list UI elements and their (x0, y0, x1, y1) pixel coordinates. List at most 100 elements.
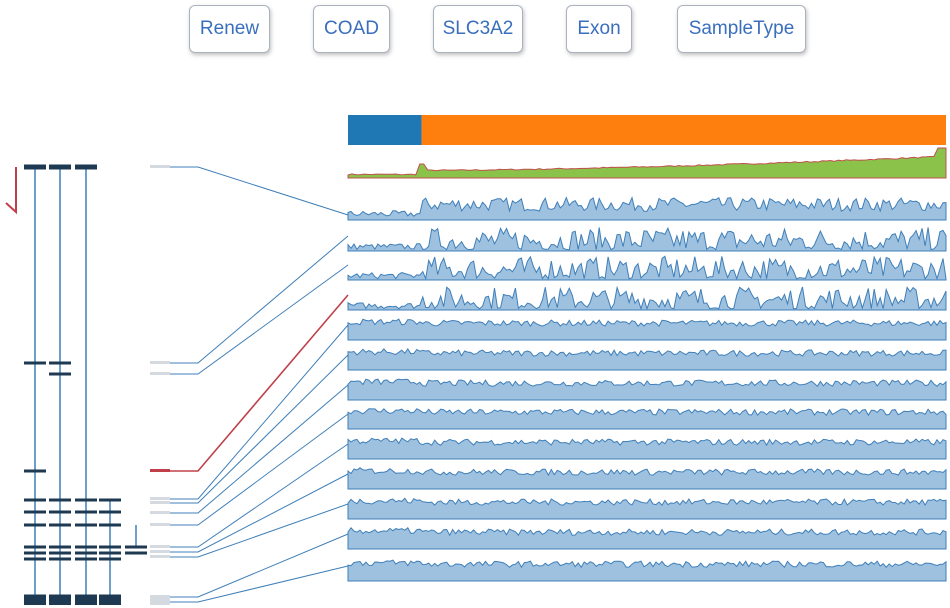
exon-track-area (347, 408, 947, 430)
exon-track-area (347, 467, 947, 490)
transcript-exon-block[interactable] (24, 594, 46, 598)
exon-marker-10 (150, 550, 170, 553)
total-expression-area-path (347, 147, 947, 179)
transcript-exon-block[interactable] (99, 545, 121, 549)
exon-expression-tracks[interactable] (347, 195, 947, 582)
transcript-exon-block[interactable] (24, 361, 46, 365)
transcript-exon-block[interactable] (75, 498, 97, 502)
transcript-exon-block[interactable] (75, 510, 97, 514)
transcript-exon-block[interactable] (99, 510, 121, 514)
cancer-type-button[interactable]: COAD (313, 5, 390, 53)
transcript-exon-block[interactable] (24, 597, 46, 605)
transcript-exon-block[interactable] (75, 597, 97, 605)
transcript-exon-block[interactable] (24, 498, 46, 502)
transcript-structures[interactable] (24, 164, 147, 606)
transcript-exon-block[interactable] (49, 551, 71, 555)
exon-track-10[interactable] (347, 467, 947, 490)
transcript-exon-block[interactable] (24, 510, 46, 514)
exon-track-9[interactable] (347, 437, 947, 460)
transcript-exon-block[interactable] (99, 523, 121, 527)
transcript-exon-block[interactable] (75, 557, 97, 561)
transcript-exon-block[interactable] (49, 361, 71, 365)
exon-track-3[interactable] (347, 255, 947, 281)
exon-marker-8 (150, 523, 170, 526)
transcript-exon-block[interactable] (49, 510, 71, 514)
exon-track-12[interactable] (347, 527, 947, 550)
transcript-4[interactable] (99, 498, 121, 606)
exon-track-area (347, 378, 947, 401)
strand-arrow-icon (5, 167, 17, 215)
exon-connector-9 (170, 443, 349, 548)
exon-track-area (347, 347, 947, 371)
transcript-exon-block[interactable] (49, 594, 71, 598)
transcript-exon-block[interactable] (75, 551, 97, 555)
exon-track-8[interactable] (347, 408, 947, 430)
transcript-1[interactable] (24, 164, 46, 606)
transcript-exon-block[interactable] (49, 545, 71, 549)
transcript-exon-block[interactable] (24, 545, 46, 549)
exon-marker-12 (150, 595, 170, 600)
exon-connector-11 (170, 503, 349, 558)
transcript-exon-block[interactable] (24, 551, 46, 555)
transcript-exon-block[interactable] (125, 551, 147, 555)
gene-button[interactable]: SLC3A2 (433, 5, 523, 53)
sample-type-bar[interactable] (348, 115, 947, 145)
exon-connector-6 (170, 354, 349, 504)
transcript-exon-block[interactable] (49, 557, 71, 561)
transcript-5[interactable] (125, 525, 147, 555)
total-expression-area (347, 147, 947, 179)
exon-marker-9 (150, 545, 170, 548)
sample-type-button[interactable]: SampleType (677, 5, 806, 53)
exon-connector-1 (170, 166, 349, 216)
exon-track-6[interactable] (347, 347, 947, 371)
exon-track-11[interactable] (347, 497, 947, 520)
transcript-exon-block[interactable] (49, 498, 71, 502)
exon-connector-7 (170, 384, 349, 514)
sample-group-a-bar[interactable] (348, 115, 422, 145)
exon-marker-13 (150, 600, 170, 605)
view-mode-button[interactable]: Exon (566, 5, 632, 53)
exon-track-4[interactable] (347, 285, 947, 311)
exon-track-2[interactable] (347, 226, 947, 252)
transcript-exon-block[interactable] (75, 164, 97, 170)
transcript-exon-block[interactable] (24, 523, 46, 527)
exon-track-13[interactable] (347, 559, 947, 582)
transcript-exon-block[interactable] (24, 557, 46, 561)
exon-connector-8 (170, 413, 349, 526)
exon-track-area (347, 195, 947, 221)
exon-track-5[interactable] (347, 318, 947, 341)
transcript-exon-block[interactable] (24, 469, 46, 473)
transcript-3[interactable] (75, 164, 97, 606)
transcript-exon-block[interactable] (99, 498, 121, 502)
exon-track-area (347, 226, 947, 252)
exon-track-area (347, 255, 947, 281)
transcript-exon-block[interactable] (99, 551, 121, 555)
exon-connector-12 (170, 533, 349, 598)
transcript-exon-block[interactable] (49, 372, 71, 376)
exon-track-area (347, 285, 947, 311)
transcript-exon-block[interactable] (75, 545, 97, 549)
transcript-exon-block[interactable] (125, 545, 147, 549)
transcript-exon-block[interactable] (75, 523, 97, 527)
exon-track-1[interactable] (347, 195, 947, 221)
transcript-exon-block[interactable] (75, 594, 97, 598)
transcript-exon-block[interactable] (49, 164, 71, 170)
transcript-exon-block[interactable] (99, 594, 121, 598)
exon-marker-4 (150, 469, 170, 472)
exon-connectors (170, 166, 349, 603)
exon-track-area (347, 559, 947, 582)
sample-group-b-bar[interactable] (421, 115, 947, 145)
exon-connector-10 (170, 473, 349, 553)
transcript-exon-block[interactable] (49, 523, 71, 527)
exon-connector-13 (170, 565, 349, 603)
renew-button[interactable]: Renew (189, 5, 270, 53)
transcript-exon-block[interactable] (49, 597, 71, 605)
exon-track-area (347, 497, 947, 520)
transcript-exon-block[interactable] (99, 597, 121, 605)
transcript-exon-block[interactable] (99, 557, 121, 561)
transcript-2[interactable] (49, 164, 71, 606)
exon-marker-3 (150, 372, 170, 375)
exon-track-area (347, 318, 947, 341)
exon-track-7[interactable] (347, 378, 947, 401)
transcript-exon-block[interactable] (24, 164, 46, 170)
